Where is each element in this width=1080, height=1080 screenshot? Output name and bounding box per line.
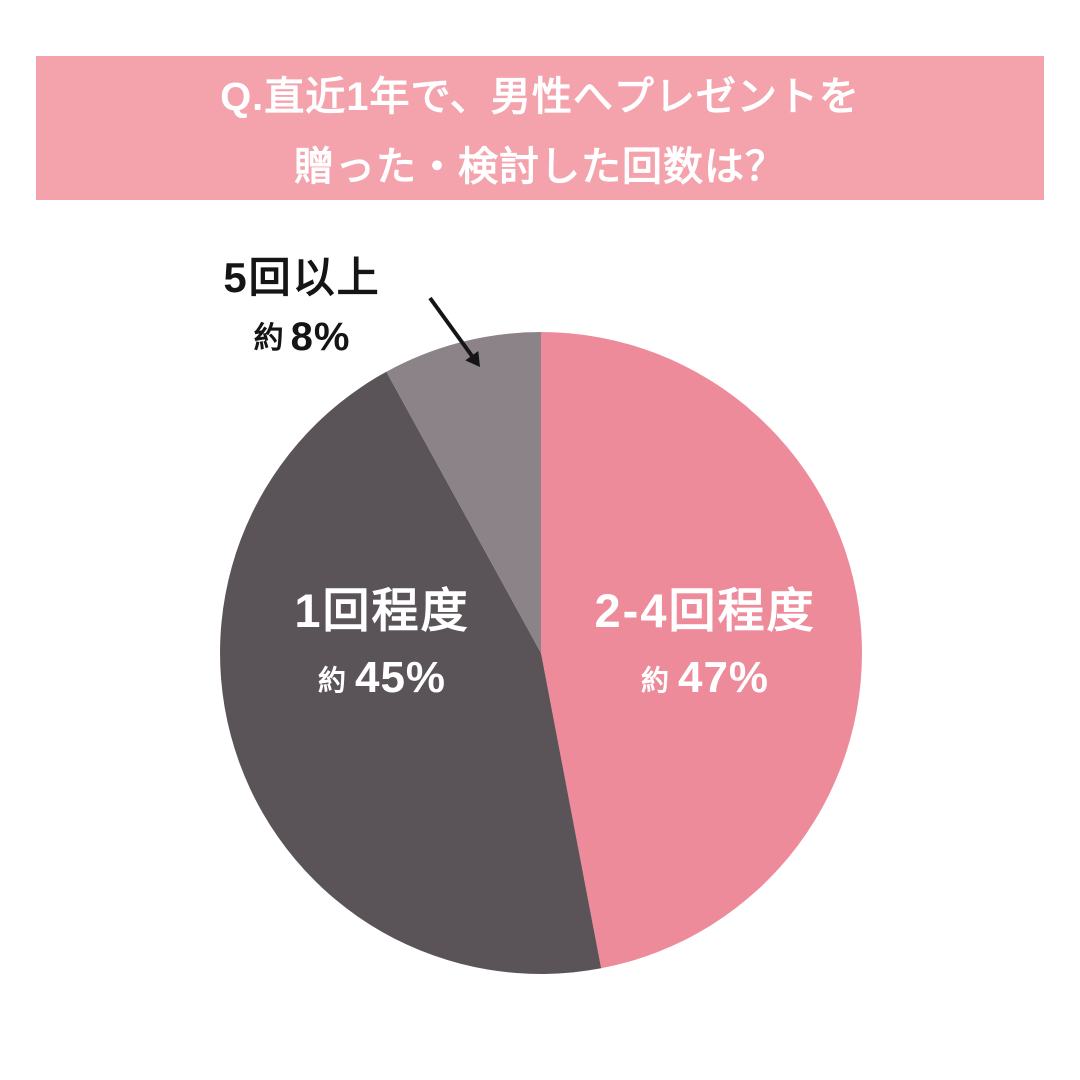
- pie-slice-0: [541, 332, 862, 969]
- leader-line: [428, 296, 474, 358]
- pie-slices: [220, 332, 862, 974]
- question-banner: Q.直近1年で、男性へプレゼントを 贈った・検討した回数は？: [36, 56, 1044, 200]
- question-line-2: 贈った・検討した回数は？: [294, 145, 786, 189]
- pie-slice-1: [220, 371, 602, 974]
- pie-slice-2: [386, 332, 541, 653]
- leader-arrow-icon: [465, 351, 480, 367]
- question-line-1: Q.直近1年で、男性へプレゼントを: [220, 75, 860, 119]
